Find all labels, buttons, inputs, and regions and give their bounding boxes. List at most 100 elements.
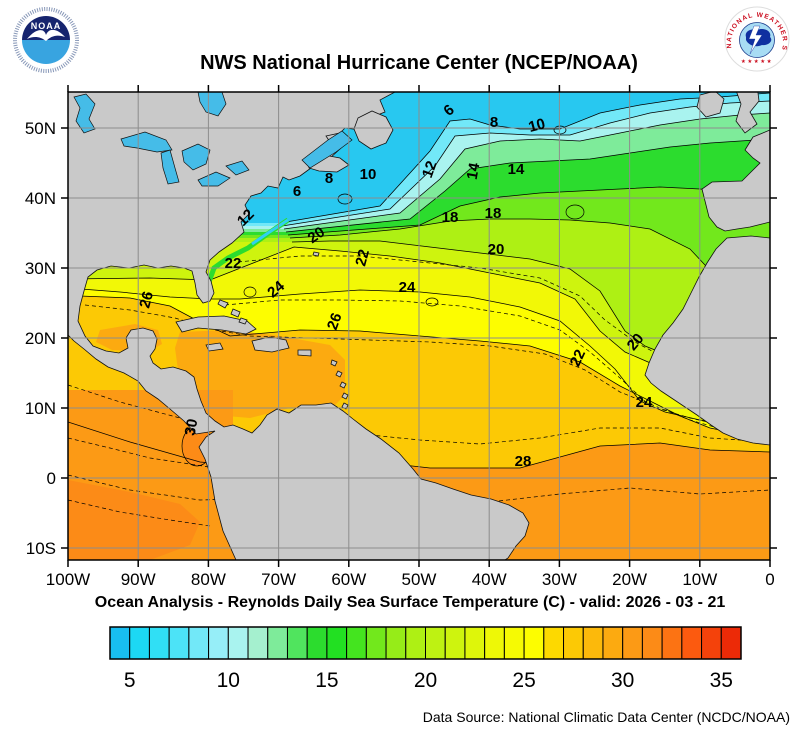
- contour-label-8: 8: [490, 114, 498, 131]
- lon-axis-label: 100W: [46, 570, 90, 589]
- colorbar-cell: [503, 626, 525, 660]
- colorbar-tick-label: 30: [611, 669, 634, 692]
- lake: [160, 149, 180, 185]
- colorbar-cell: [188, 626, 210, 660]
- colorbar-tick-label: 25: [512, 669, 535, 692]
- colorbar-cell: [405, 626, 426, 660]
- contour-label-14: 14: [508, 161, 525, 178]
- contour-line-28: [68, 421, 770, 469]
- eddy-contour: [243, 286, 257, 298]
- lake: [301, 130, 353, 169]
- contour-label-24: 24: [399, 279, 416, 296]
- contour-label-6: 6: [293, 183, 301, 200]
- colorbar-cell: [444, 626, 466, 660]
- colorbar-cell: [286, 626, 308, 660]
- map-subtitle: Ocean Analysis - Reynolds Daily Sea Surf…: [94, 594, 726, 611]
- eddy-contour: [565, 204, 585, 220]
- land-mass: [297, 349, 312, 357]
- lon-axis-label: 60W: [331, 570, 366, 589]
- contour-line-6: [279, 92, 770, 224]
- colorbar-cell: [582, 626, 604, 660]
- contour-label-20: 20: [305, 224, 328, 247]
- contour-label-24: 24: [636, 394, 653, 411]
- colorbar-cell: [148, 626, 170, 660]
- colorbar-cell: [346, 626, 367, 660]
- contour-dashed-29: [68, 474, 770, 507]
- land-mass: [701, 129, 770, 232]
- colorbar-cell: [326, 626, 348, 660]
- colorbar-cell: [661, 626, 683, 660]
- contour-label-10: 10: [360, 166, 377, 183]
- colorbar-cell: [425, 626, 446, 660]
- nws-logo: NATIONAL WEATHER SERVICE ★★★★★: [722, 4, 790, 72]
- lon-axis-label: 0: [765, 570, 774, 589]
- colorbar-cell: [681, 626, 703, 660]
- colorbar-cell: [464, 626, 486, 660]
- colorbar-tick-label: 10: [217, 669, 240, 692]
- contour-line-10: [283, 112, 770, 230]
- contour-dashed-27: [68, 384, 770, 445]
- colorbar-cell: [365, 626, 387, 660]
- colorbar-cell: [701, 626, 722, 660]
- lake: [73, 93, 96, 134]
- colorbar-cell: [602, 626, 624, 660]
- colorbar-cell: [523, 626, 545, 660]
- colorbar-cell: [385, 626, 407, 660]
- lon-axis-label: 50W: [402, 570, 437, 589]
- contour-label-8: 8: [325, 170, 333, 187]
- colorbar-cell: [484, 626, 505, 660]
- coastal-cold-core: [251, 218, 289, 246]
- colorbar-cell: [109, 626, 131, 660]
- land-mass: [68, 92, 530, 560]
- contour-label-12: 12: [419, 159, 441, 180]
- contour-label-26: 26: [324, 311, 346, 332]
- colorbar-tick-label: 20: [414, 669, 437, 692]
- land-mass: [175, 315, 257, 335]
- pacific-warm-patch: [68, 480, 200, 560]
- contour-label-30: 30: [182, 418, 202, 437]
- land-mass: [696, 92, 725, 118]
- colorbar-cell: [720, 626, 742, 660]
- noaa-logo-text: NOAA: [31, 21, 62, 31]
- lake: [225, 160, 250, 176]
- lake: [120, 131, 173, 153]
- contour-dashed-29: [68, 499, 211, 527]
- lat-axis-label: 30N: [25, 259, 56, 278]
- lon-axis-label: 40W: [472, 570, 507, 589]
- colorbar-cell: [267, 626, 288, 660]
- eddy-contour: [553, 125, 567, 135]
- lat-axis-label: 10S: [26, 539, 56, 558]
- contour-label-22: 22: [567, 347, 589, 369]
- data-source: Data Source: National Climatic Data Cent…: [422, 709, 790, 725]
- contour-dashed-25: [84, 304, 770, 435]
- lake: [197, 92, 227, 117]
- land-mass: [644, 235, 770, 446]
- contour-label-20: 20: [488, 241, 505, 258]
- colorbar-cell: [543, 626, 565, 660]
- noaa-gull-icon: [27, 29, 65, 41]
- contour-label-22: 22: [225, 255, 242, 272]
- land-mass: [353, 110, 394, 150]
- lake: [197, 171, 231, 187]
- lon-axis-label: 10W: [682, 570, 717, 589]
- colorbar-cell: [306, 626, 328, 660]
- colorbar-tick-label: 35: [710, 669, 733, 692]
- contour-label-10: 10: [527, 115, 548, 136]
- lat-axis-label: 50N: [25, 119, 56, 138]
- contour-label-22: 22: [352, 248, 373, 269]
- page-title: NWS National Hurricane Center (NCEP/NOAA…: [200, 52, 638, 74]
- contour-label-26: 26: [136, 290, 157, 311]
- colorbar-tick-label: 15: [315, 669, 338, 692]
- lon-axis-label: 20W: [612, 570, 647, 589]
- eddy-contour: [425, 297, 439, 307]
- land-mass: [251, 336, 290, 353]
- lat-axis-label: 40N: [25, 189, 56, 208]
- lake: [181, 143, 211, 171]
- land-mass: [312, 251, 320, 257]
- land-mass: [330, 359, 349, 410]
- contour-label-14: 14: [464, 161, 484, 181]
- land-mass: [217, 299, 248, 325]
- nws-lightning-icon: [748, 25, 763, 55]
